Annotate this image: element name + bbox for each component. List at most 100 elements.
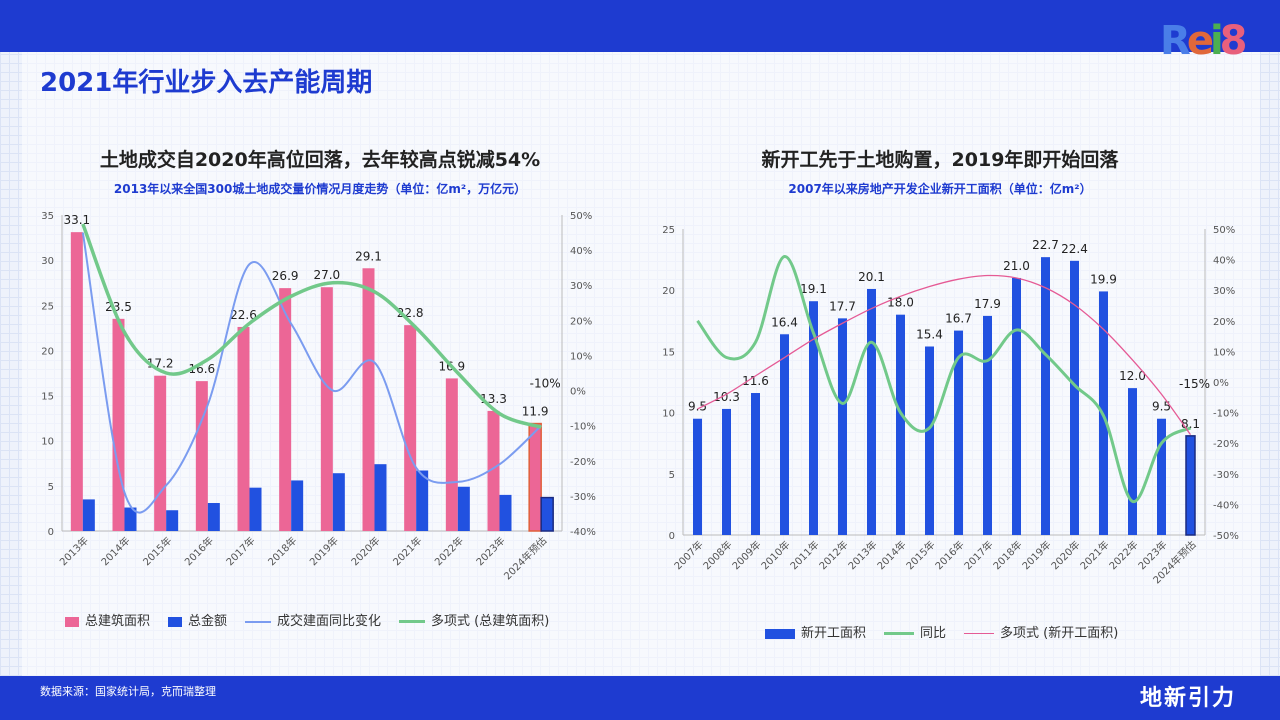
y-tick-label: 20 (41, 346, 54, 357)
x-tick-label: 2014年 (874, 538, 908, 572)
bar (983, 315, 992, 535)
y2-tick-label: 10% (1213, 347, 1235, 358)
bar (540, 496, 554, 532)
y2-tick-label: -50% (1213, 531, 1239, 542)
x-tick-label: 2014年 (98, 534, 132, 568)
bar (70, 232, 83, 531)
y2-tick-label: 40% (1213, 256, 1235, 267)
x-tick-label: 2010年 (758, 538, 792, 572)
x-tick-label: 2024年预估 (501, 534, 549, 582)
bar (1185, 435, 1196, 536)
bar (1070, 260, 1079, 535)
bar (195, 381, 208, 531)
bar (404, 325, 417, 531)
bar (751, 393, 760, 535)
y2-tick-label: -30% (570, 492, 596, 503)
bar (207, 503, 220, 531)
x-tick-label: 2017年 (961, 538, 995, 572)
x-tick-label: 2022年 (1106, 538, 1140, 572)
x-tick-label: 2009年 (729, 538, 763, 572)
data-label: 18.0 (887, 296, 914, 310)
y2-tick-label: -40% (570, 527, 596, 538)
x-tick-label: 2019年 (1019, 538, 1053, 572)
bar (416, 470, 429, 531)
y2-tick-label: 20% (570, 316, 592, 327)
data-label: 19.9 (1090, 272, 1117, 286)
data-label: 10.3 (713, 390, 740, 404)
data-label: 20.1 (858, 270, 885, 284)
y2-tick-label: 30% (1213, 286, 1235, 297)
y-tick-label: 5 (669, 470, 675, 481)
y-tick-label: 20 (662, 286, 675, 297)
x-tick-label: 2018年 (265, 534, 299, 568)
x-tick-label: 2012年 (816, 538, 850, 572)
right-chart-title: 新开工先于土地购置，2019年即开始回落 (761, 149, 1119, 171)
x-tick-label: 2018年 (990, 538, 1024, 572)
bar (896, 314, 905, 535)
bar (249, 487, 262, 531)
legend-item: 成交建面同比变化 (245, 610, 381, 629)
data-label: 22.6 (230, 308, 257, 322)
x-tick-label: 2007年 (671, 538, 705, 572)
left-chart-title: 土地成交自2020年高位回落，去年较高点锐减54% (99, 149, 541, 171)
bar (320, 287, 333, 531)
data-label: 9.5 (1152, 400, 1171, 414)
data-label: 22.7 (1032, 238, 1059, 252)
bar (166, 510, 179, 531)
x-tick-label: 2016年 (932, 538, 966, 572)
data-source: 数据来源：国家统计局，克而瑞整理 (40, 685, 216, 698)
bar (1157, 418, 1166, 535)
data-label: 16.4 (771, 315, 798, 329)
data-label: 23.5 (105, 300, 132, 314)
y2-tick-label: 30% (570, 281, 592, 292)
bar (838, 318, 847, 535)
y2-tick-label: -30% (1213, 470, 1239, 481)
bar (1128, 388, 1137, 535)
trend-line (81, 223, 542, 429)
bar (82, 499, 95, 531)
x-tick-label: 2013年 (845, 538, 879, 572)
page-title: 2021年行业步入去产能周期 (40, 68, 373, 98)
bar (693, 418, 702, 535)
right-legend: 新开工面积 同比 多项式 (新开工面积) (765, 622, 1118, 641)
bar (154, 375, 167, 531)
y2-tick-label: -10% (1213, 409, 1239, 420)
bottom-bar (0, 676, 1280, 720)
right-chart-subtitle: 2007年以来房地产开发企业新开工面积（单位：亿m²） (788, 182, 1092, 196)
x-tick-label: 2020年 (348, 534, 382, 568)
bar (722, 408, 731, 535)
bar (457, 486, 470, 531)
y2-tick-label: 40% (570, 246, 592, 257)
x-tick-label: 2019年 (307, 534, 341, 568)
x-tick-label: 2023年 (473, 534, 507, 568)
end-label: -10% (530, 377, 561, 391)
y2-tick-label: 50% (1213, 225, 1235, 236)
x-tick-label: 2016年 (182, 534, 216, 568)
bar (499, 494, 512, 531)
bar (487, 410, 500, 531)
y-tick-label: 25 (662, 225, 675, 236)
y2-tick-label: -20% (1213, 439, 1239, 450)
bar (925, 346, 934, 535)
bar (528, 422, 542, 532)
bar (362, 268, 375, 531)
legend-item: 多项式 (总建筑面积) (399, 610, 549, 629)
left-chart-subtitle: 2013年以来全国300城土地成交量价情况月度走势（单位：亿m²，万亿元） (113, 182, 527, 196)
left-legend: 总建筑面积 总金额 成交建面同比变化 多项式 (总建筑面积) (65, 610, 549, 629)
x-tick-label: 2020年 (1048, 538, 1082, 572)
data-label: 17.7 (829, 299, 856, 313)
bar (237, 326, 250, 531)
y2-tick-label: 0% (570, 387, 586, 398)
y2-tick-label: -10% (570, 422, 596, 433)
x-tick-label: 2008年 (700, 538, 734, 572)
y2-tick-label: 20% (1213, 317, 1235, 328)
data-label: 22.4 (1061, 242, 1088, 256)
bar (279, 288, 292, 531)
yoy-line (81, 232, 542, 514)
bar (445, 378, 458, 531)
brand-logo: 地新引力 (1140, 686, 1237, 711)
y-tick-label: 30 (41, 256, 54, 267)
x-tick-label: 2015年 (903, 538, 937, 572)
data-label: 9.5 (688, 400, 707, 414)
data-label: 26.9 (272, 269, 299, 283)
